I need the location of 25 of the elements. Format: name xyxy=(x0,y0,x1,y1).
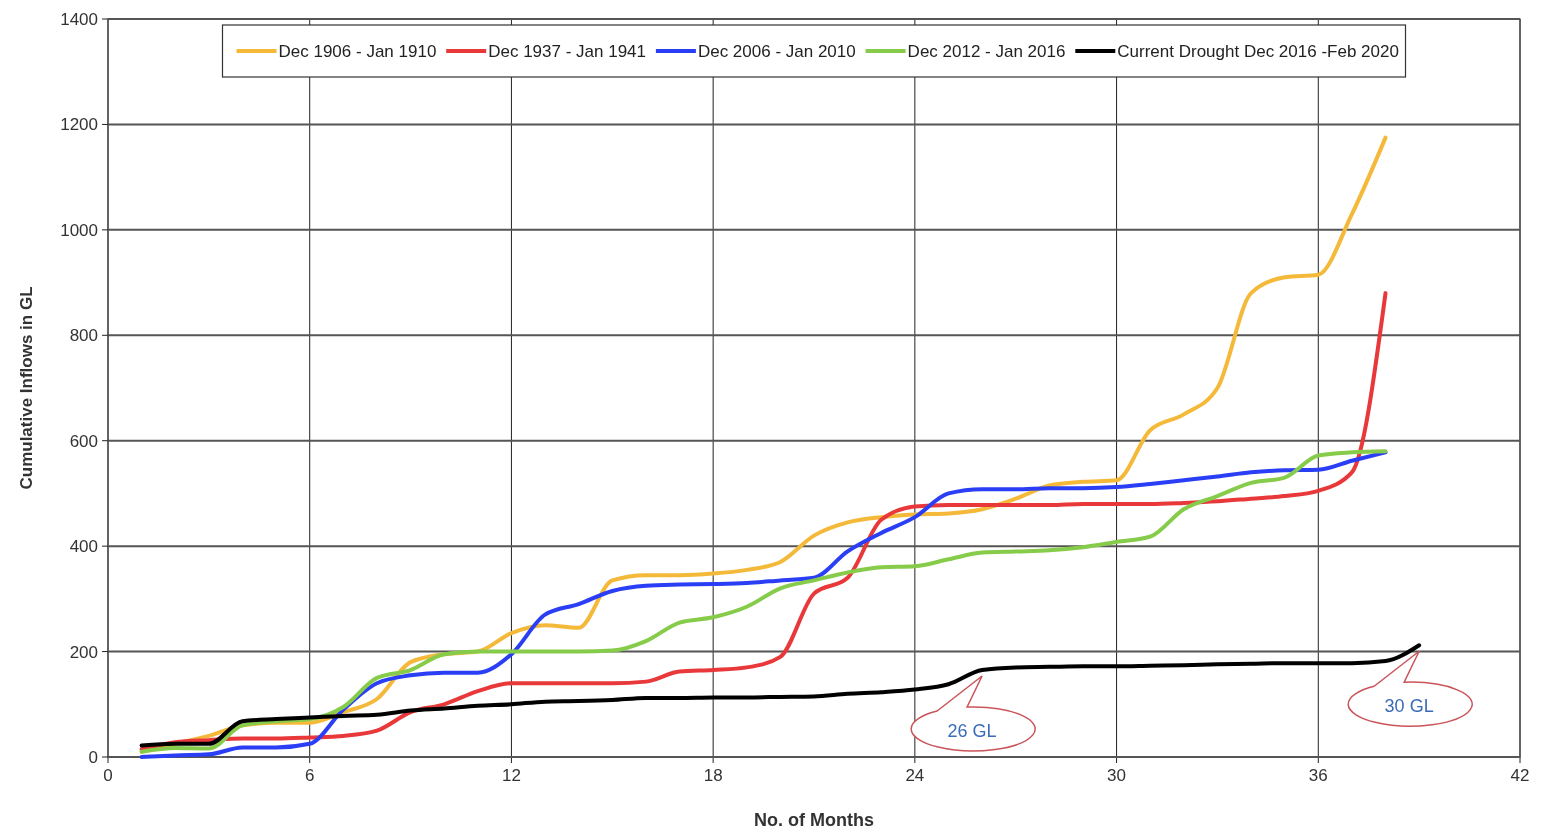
legend-label: Current Drought Dec 2016 -Feb 2020 xyxy=(1117,42,1399,61)
y-tick-label: 0 xyxy=(88,748,98,767)
y-tick-label: 800 xyxy=(69,326,98,346)
y-tick-label: 1000 xyxy=(60,220,98,240)
x-tick-label: 18 xyxy=(703,766,723,785)
x-tick-label: 42 xyxy=(1510,766,1530,785)
legend-label: Dec 2012 - Jan 2016 xyxy=(907,42,1066,61)
legend-label: Dec 1937 - Jan 1941 xyxy=(488,42,647,61)
x-tick-label: 36 xyxy=(1308,766,1328,785)
annotation: 26 GL xyxy=(947,721,997,742)
y-tick-label: 1200 xyxy=(60,115,98,135)
y-tick-label: 400 xyxy=(69,537,98,557)
x-tick-label: 0 xyxy=(103,766,113,785)
annotation: 30 GL xyxy=(1384,696,1434,717)
y-axis-title: Cumulative Inflows in GL xyxy=(17,286,36,490)
y-tick-label: 200 xyxy=(69,642,98,662)
x-tick-label: 12 xyxy=(501,766,521,785)
legend-label: Dec 2006 - Jan 2010 xyxy=(697,42,856,61)
legend-label: Dec 1906 - Jan 1910 xyxy=(278,42,437,61)
x-axis-title: No. of Months xyxy=(754,810,874,830)
x-tick-label: 6 xyxy=(304,766,315,785)
y-tick-label: 1400 xyxy=(60,10,98,29)
x-tick-label: 30 xyxy=(1107,766,1127,785)
y-tick-label: 600 xyxy=(69,431,98,451)
x-tick-label: 24 xyxy=(905,766,925,785)
